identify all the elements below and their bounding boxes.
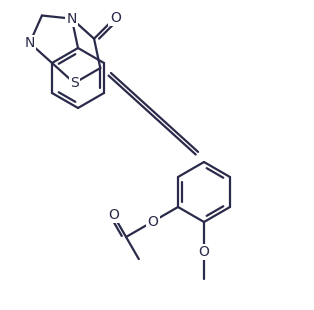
Text: O: O	[198, 245, 209, 259]
Text: O: O	[148, 215, 159, 229]
Text: S: S	[70, 76, 79, 90]
Text: O: O	[110, 11, 121, 24]
Text: N: N	[67, 12, 77, 26]
Text: O: O	[108, 208, 119, 222]
Text: N: N	[24, 36, 35, 50]
